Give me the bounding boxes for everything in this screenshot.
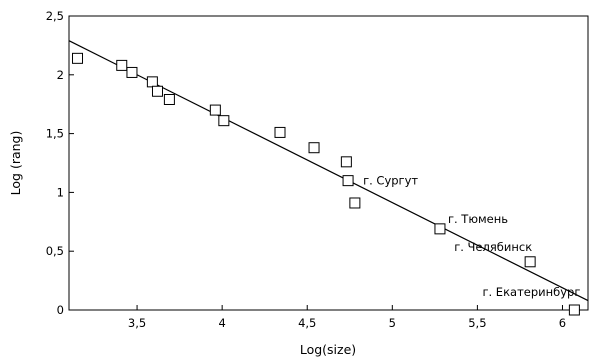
data-point — [116, 59, 128, 71]
point-annotation: г. Тюмень — [448, 212, 508, 226]
y-axis-label: Log (rang) — [8, 131, 23, 196]
plot-frame — [68, 15, 589, 311]
data-point — [218, 115, 230, 127]
y-tick-label: 0,5 — [46, 244, 64, 258]
data-point — [163, 93, 175, 105]
x-tick-label: 4 — [218, 316, 225, 330]
x-axis-label: Log(size) — [300, 342, 356, 357]
y-axis-ticks: 0 0,5 1 1,5 2 2,5 — [46, 9, 74, 317]
data-point — [568, 304, 580, 316]
data-point — [349, 197, 361, 209]
x-tick-label: 5 — [389, 316, 396, 330]
y-tick-label: 1,5 — [46, 127, 64, 141]
y-tick-label: 1 — [57, 185, 64, 199]
data-points — [72, 52, 580, 316]
data-point — [342, 175, 354, 187]
trend-line — [68, 40, 589, 302]
data-point — [126, 66, 138, 78]
point-annotation: г. Челябинск — [454, 240, 532, 254]
data-point — [308, 142, 320, 154]
data-point — [151, 85, 163, 97]
data-point — [434, 223, 446, 235]
x-tick-label: 3,5 — [128, 316, 146, 330]
data-point — [524, 256, 536, 268]
point-annotation: г. Екатеринбург — [482, 285, 580, 299]
x-tick-label: 6 — [559, 316, 566, 330]
x-axis-ticks: 3,5 4 4,5 5 5,5 6 — [128, 305, 566, 330]
point-annotations: г. Сургут г. Тюмень г. Челябинск г. Екатери… — [363, 174, 580, 299]
x-tick-label: 4,5 — [298, 316, 316, 330]
data-point — [209, 104, 221, 116]
point-annotation: г. Сургут — [363, 174, 418, 188]
data-point — [274, 126, 286, 138]
data-point — [340, 156, 352, 168]
x-tick-label: 5,5 — [468, 316, 486, 330]
y-tick-label: 0 — [57, 303, 64, 317]
data-point — [72, 52, 84, 64]
y-tick-label: 2 — [57, 68, 64, 82]
data-point — [146, 76, 158, 88]
y-tick-label: 2,5 — [46, 9, 64, 23]
